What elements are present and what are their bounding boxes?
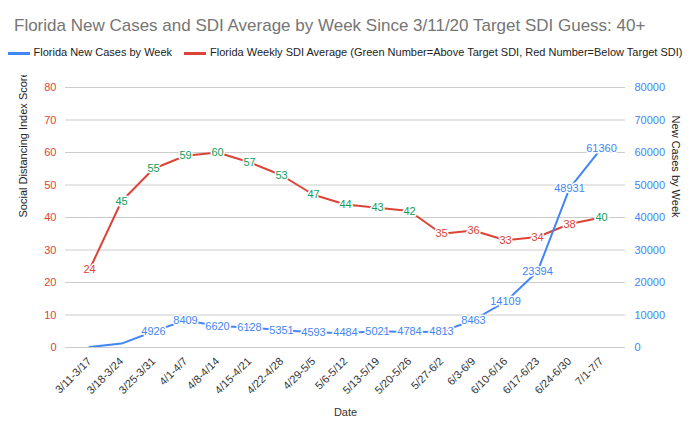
svg-text:4/1-4/7: 4/1-4/7 [156, 354, 190, 388]
svg-text:New Cases by Week: New Cases by Week [670, 116, 682, 218]
svg-text:60: 60 [211, 146, 223, 158]
svg-text:6/10-6/16: 6/10-6/16 [468, 354, 510, 397]
svg-text:8463: 8463 [461, 314, 485, 326]
svg-text:47: 47 [307, 188, 319, 200]
svg-text:70: 70 [44, 114, 56, 126]
svg-text:60: 60 [44, 146, 56, 158]
svg-text:36: 36 [467, 224, 479, 236]
svg-text:40000: 40000 [635, 211, 666, 223]
svg-text:45: 45 [115, 195, 127, 207]
svg-text:50: 50 [44, 179, 56, 191]
svg-text:70000: 70000 [635, 114, 666, 126]
svg-text:5/20-5/26: 5/20-5/26 [372, 355, 413, 396]
svg-text:3/25-3/31: 3/25-3/31 [116, 355, 157, 396]
svg-text:5/6-5/12: 5/6-5/12 [312, 354, 350, 392]
svg-text:5021: 5021 [365, 325, 389, 337]
svg-text:5/27-6/2: 5/27-6/2 [408, 355, 445, 392]
svg-text:44: 44 [339, 198, 351, 210]
svg-text:60000: 60000 [635, 146, 666, 158]
svg-text:8409: 8409 [173, 314, 197, 326]
html-text:Florida New Cases and SDI Aver: Florida New Cases and SDI Average by Wee… [14, 16, 646, 35]
svg-text:Social Distancing Index Score: Social Distancing Index Score (SDI) [17, 75, 29, 218]
svg-text:6/3-6/9: 6/3-6/9 [444, 354, 478, 388]
svg-text:35: 35 [435, 227, 447, 239]
svg-text:40: 40 [44, 211, 56, 223]
svg-text:3/11-3/17: 3/11-3/17 [52, 354, 94, 396]
svg-text:4784: 4784 [397, 325, 421, 337]
svg-text:6/24-6/30: 6/24-6/30 [532, 355, 573, 396]
svg-text:7/1-7/7: 7/1-7/7 [573, 355, 606, 388]
html-text:Florida Weekly SDI Average (Gr: Florida Weekly SDI Average (Green Number… [210, 46, 683, 58]
svg-text:3/18-3/24: 3/18-3/24 [84, 354, 126, 397]
svg-text:4/8-4/14: 4/8-4/14 [184, 354, 222, 392]
svg-text:57: 57 [243, 156, 255, 168]
svg-text:24: 24 [83, 263, 95, 275]
svg-text:34: 34 [531, 231, 543, 243]
svg-text:6128: 6128 [237, 321, 261, 333]
svg-text:80000: 80000 [635, 81, 666, 93]
svg-text:4/29-5/5: 4/29-5/5 [280, 355, 317, 392]
svg-text:Date: Date [334, 406, 357, 418]
svg-text:38: 38 [563, 218, 575, 230]
svg-text:50000: 50000 [635, 179, 666, 191]
svg-text:4813: 4813 [429, 325, 453, 337]
svg-text:0: 0 [50, 341, 56, 353]
svg-text:80: 80 [44, 81, 56, 93]
svg-text:6/17-6/23: 6/17-6/23 [500, 354, 542, 397]
svg-text:6620: 6620 [205, 320, 229, 332]
svg-text:5/13-5/19: 5/13-5/19 [340, 354, 382, 397]
svg-text:20000: 20000 [635, 276, 666, 288]
svg-text:4593: 4593 [301, 326, 325, 338]
svg-text:40: 40 [595, 211, 607, 223]
svg-text:14109: 14109 [490, 295, 521, 307]
svg-text:5351: 5351 [269, 324, 293, 336]
svg-text:61360: 61360 [586, 142, 617, 154]
svg-text:30000: 30000 [635, 244, 666, 256]
svg-text:33: 33 [499, 234, 511, 246]
svg-text:20: 20 [44, 276, 56, 288]
svg-text:0: 0 [635, 341, 641, 353]
svg-text:4/22-4/28: 4/22-4/28 [244, 355, 285, 396]
svg-text:23394: 23394 [522, 265, 553, 277]
svg-text:55: 55 [147, 162, 159, 174]
svg-text:10000: 10000 [635, 309, 666, 321]
svg-text:59: 59 [179, 149, 191, 161]
svg-text:4484: 4484 [333, 326, 357, 338]
svg-text:4/15-4/21: 4/15-4/21 [212, 354, 254, 397]
svg-text:4926: 4926 [141, 325, 165, 337]
svg-text:42: 42 [403, 205, 415, 217]
svg-text:48931: 48931 [554, 182, 585, 194]
html-text:Florida New Cases by Week: Florida New Cases by Week [33, 46, 173, 58]
svg-text:43: 43 [371, 201, 383, 213]
svg-text:30: 30 [44, 244, 56, 256]
svg-text:53: 53 [275, 169, 287, 181]
svg-text:10: 10 [44, 309, 56, 321]
